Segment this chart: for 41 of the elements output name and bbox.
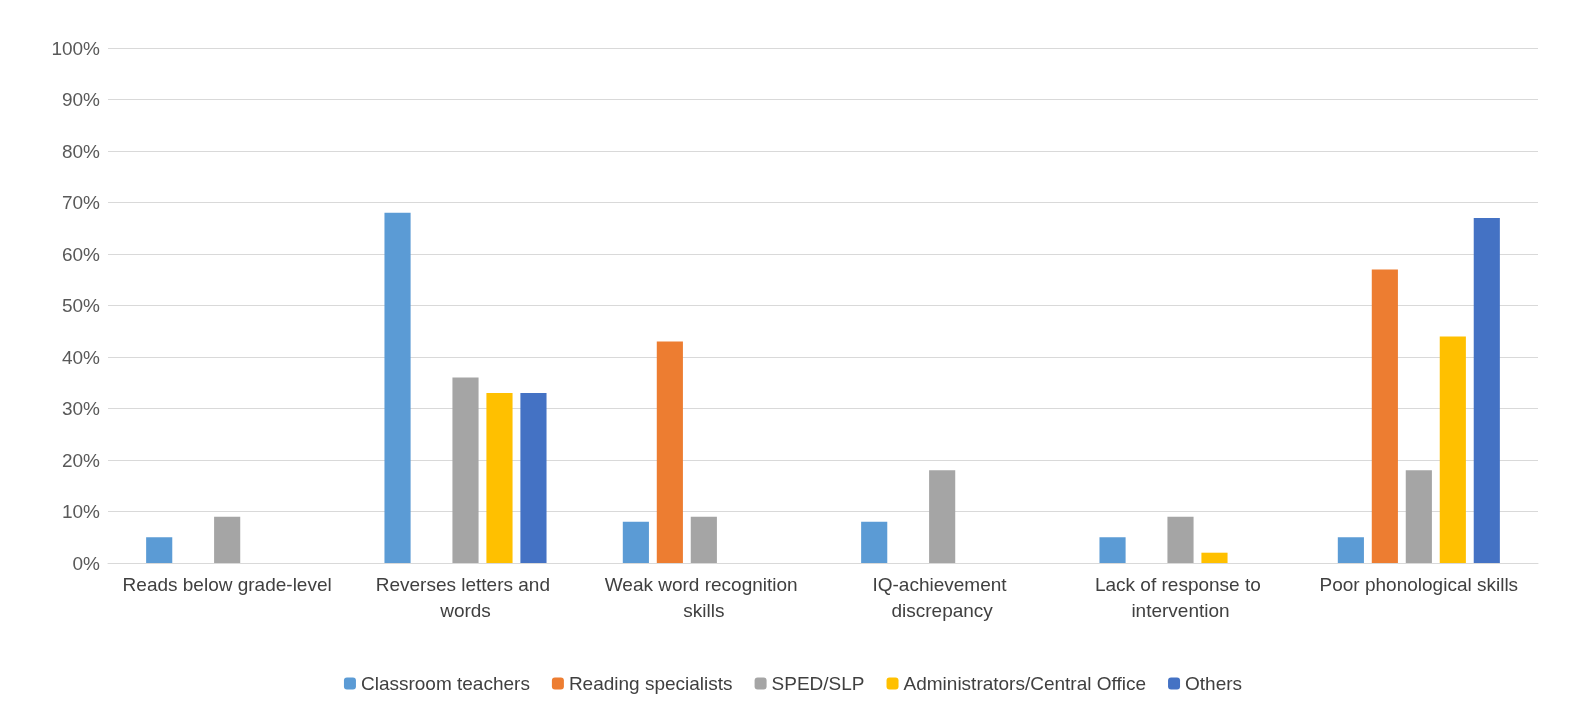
bar xyxy=(690,516,717,563)
y-tick-label: 0% xyxy=(72,552,101,574)
bar xyxy=(1201,552,1228,563)
x-tick-label: Poor phonological skills xyxy=(1319,573,1519,595)
bar xyxy=(1439,336,1466,563)
bar xyxy=(486,393,513,563)
x-tick-label: Reads below grade-level xyxy=(122,573,332,595)
bar xyxy=(656,341,683,563)
y-tick-label: 70% xyxy=(61,192,101,213)
y-tick-label: 10% xyxy=(61,501,101,522)
y-tick-label: 100% xyxy=(51,37,101,59)
bar xyxy=(1167,516,1194,563)
legend-label: SPED/SLP xyxy=(771,673,865,694)
bar xyxy=(1099,537,1126,563)
x-tick-label: IQ-achievement discrepancy xyxy=(872,573,1012,621)
y-tick-label: 30% xyxy=(61,398,101,419)
bar xyxy=(929,470,956,563)
x-tick-label: Reverses letters and words xyxy=(375,573,556,621)
y-tick-label: 40% xyxy=(61,346,101,368)
y-tick-label: 50% xyxy=(61,295,101,316)
y-tick-label: 80% xyxy=(61,140,101,162)
legend-label: Administrators/Central Office xyxy=(903,673,1147,694)
y-tick-label: 20% xyxy=(61,449,101,471)
y-tick-label: 90% xyxy=(61,89,101,110)
bar xyxy=(861,521,888,563)
legend-label: Reading specialists xyxy=(568,673,733,694)
bar xyxy=(146,537,173,563)
x-tick-label: Weak word recognition skills xyxy=(604,573,803,621)
bar xyxy=(622,521,649,563)
bar xyxy=(1473,217,1500,563)
bar xyxy=(452,377,479,563)
y-tick-label: 60% xyxy=(61,243,101,265)
legend-label: Others xyxy=(1185,673,1243,694)
legend-label: Classroom teachers xyxy=(360,673,530,694)
bar xyxy=(384,212,411,563)
x-tick-label: Lack of response to intervention xyxy=(1094,573,1267,621)
bar xyxy=(214,516,241,563)
bar xyxy=(1371,269,1398,563)
bar xyxy=(520,393,547,563)
bar xyxy=(1405,470,1432,563)
bar xyxy=(1337,537,1364,563)
